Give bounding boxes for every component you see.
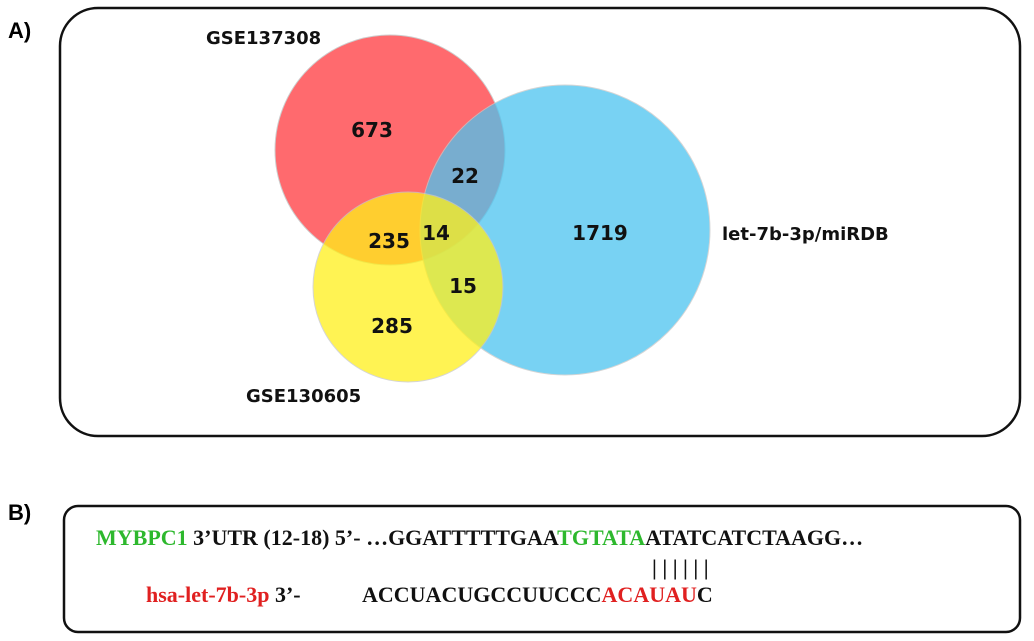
- target-seq-after: ATATCATCTAAGG…: [645, 525, 863, 550]
- panel-a-frame: [58, 6, 1022, 438]
- pairing-bars: | | | | | |: [652, 555, 709, 580]
- panel-a-letter: A): [8, 18, 32, 43]
- set-label-gse130605: GSE130605: [246, 386, 361, 407]
- region-gse137308-gse130605: 235: [368, 229, 410, 253]
- region-mirdb-only: 1719: [572, 221, 628, 245]
- set-label-mirdb: let-7b-3p/miRDB: [722, 224, 889, 245]
- mirna-direction: 3’-: [269, 582, 300, 607]
- target-seq-before: …GGATTTTTGAA: [366, 525, 559, 550]
- region-gse130605-mirdb: 15: [449, 274, 477, 298]
- set-label-gse137308: GSE137308: [206, 28, 321, 49]
- region-gse137308-mirdb: 22: [451, 164, 479, 188]
- mirna-seq-before: ACCUACUGCCUUCCC: [362, 582, 602, 607]
- panel-b-frame: [62, 504, 1022, 634]
- circle-gse130605: [312, 191, 504, 383]
- target-seq-match: TGTATA: [557, 525, 645, 550]
- target-sequence-line: MYBPC1 3’UTR (12-18) 5’- …GGATTTTTGAATGT…: [96, 525, 863, 550]
- mirna-seq-after: C: [697, 582, 713, 607]
- region-gse137308-only: 673: [351, 118, 393, 142]
- region-gse130605-only: 285: [371, 314, 413, 338]
- mirna-sequence-line: ACCUACUGCCUUCCCACAUAUC: [362, 582, 713, 607]
- mirna-label-line: hsa-let-7b-3p 3’-: [146, 582, 301, 607]
- mirna-name: hsa-let-7b-3p: [146, 582, 269, 607]
- gene-name: MYBPC1: [96, 525, 188, 550]
- mirna-seq-match: ACAUAU: [602, 582, 697, 607]
- panel-b-letter: B): [8, 500, 32, 525]
- region-all-three: 14: [422, 221, 450, 245]
- utr-label: 3’UTR (12-18) 5’-: [188, 525, 366, 550]
